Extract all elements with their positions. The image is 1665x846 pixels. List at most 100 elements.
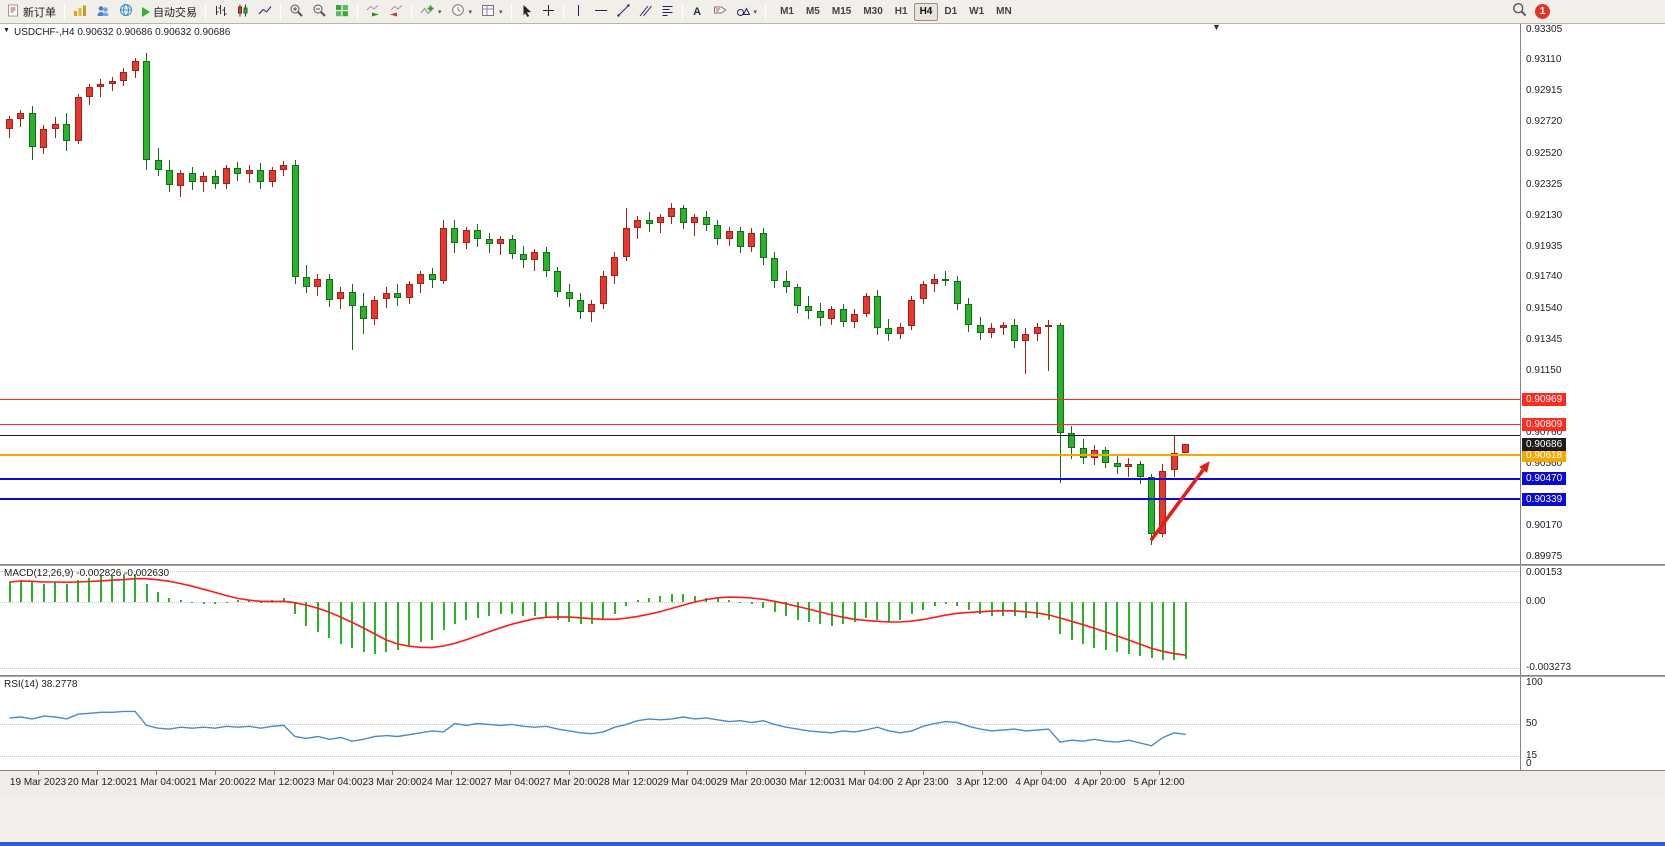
chart-shift-button[interactable]: [385, 2, 407, 22]
arrows-shapes-icon: [736, 4, 750, 20]
horizontal-line[interactable]: [0, 424, 1520, 426]
fibonacci-tool-button[interactable]: [657, 2, 678, 22]
candle: [1113, 462, 1121, 468]
market-watch-button[interactable]: [115, 2, 137, 22]
auto-trading-button[interactable]: 自动交易: [138, 2, 201, 22]
macd-histogram-bar: [294, 602, 296, 614]
candle: [28, 112, 36, 148]
cursor-tool-button[interactable]: [516, 2, 537, 22]
separator: [510, 3, 512, 20]
vertical-line-tool-button[interactable]: [568, 2, 589, 22]
candle: [794, 286, 801, 306]
timeframe-d1-button[interactable]: D1: [944, 6, 958, 17]
candle: [234, 168, 242, 175]
horizontal-line[interactable]: [0, 435, 1520, 437]
macd-histogram-bar: [1161, 602, 1164, 660]
macd-histogram-bar: [796, 602, 799, 620]
profiles-button[interactable]: [92, 2, 114, 22]
bar-chart-mode-button[interactable]: [210, 2, 231, 22]
timeframe-m5-button[interactable]: M5: [805, 6, 820, 17]
rsi-axis-label: 100: [1526, 677, 1543, 688]
candle-wick: [1025, 328, 1027, 374]
macd-histogram-bar: [1024, 602, 1027, 618]
template-icon: [481, 4, 495, 20]
macd-histogram-bar: [54, 582, 57, 602]
text-label-tool-button[interactable]: [709, 2, 731, 22]
time-label: 4 Apr 04:00: [1015, 777, 1067, 788]
notification-badge[interactable]: 1: [1535, 4, 1550, 19]
rsi-panel[interactable]: RSI(14) 38.2778: [0, 677, 1521, 770]
candle: [188, 172, 196, 183]
macd-histogram-bar: [602, 602, 605, 620]
timeframe-m30-button[interactable]: M30: [863, 6, 883, 17]
indicators-button[interactable]: ▾: [416, 2, 446, 22]
candle: [382, 293, 390, 300]
macd-axis[interactable]: 0.00153 0.00 -0.003273: [1521, 566, 1665, 675]
time-axis[interactable]: 19 Mar 2023 20 Mar 12:00 21 Mar 04:00 21 Ma…: [0, 770, 1665, 796]
candle-wick: [1128, 457, 1130, 477]
time-tick: [97, 771, 98, 775]
candle: [245, 169, 253, 175]
new-order-button[interactable]: 新订单: [3, 2, 60, 22]
one-click-trading-toggle-icon[interactable]: ▼: [3, 27, 10, 34]
horizontal-line[interactable]: [0, 454, 1520, 456]
candle: [154, 160, 162, 170]
annotation-arrow[interactable]: [0, 24, 1521, 564]
panel-splitter[interactable]: [0, 564, 1665, 566]
candle: [17, 112, 25, 119]
panel-splitter[interactable]: [0, 675, 1665, 677]
candle: [211, 176, 219, 184]
zoom-out-button[interactable]: [308, 2, 330, 22]
price-axis-label: 0.89975: [1526, 550, 1563, 562]
crosshair-tool-button[interactable]: [538, 2, 559, 22]
price-axis-label: 0.92720: [1526, 116, 1563, 128]
trendline-tool-button[interactable]: [613, 2, 634, 22]
time-tick: [156, 771, 157, 775]
periods-dropdown-caret: ▾: [468, 8, 473, 16]
horizontal-line[interactable]: [0, 399, 1520, 400]
tile-windows-button[interactable]: [331, 2, 353, 22]
candle: [519, 253, 527, 260]
timeframe-m15-button[interactable]: M15: [831, 6, 852, 17]
cursor-icon: [520, 4, 533, 20]
horizontal-line[interactable]: [0, 498, 1520, 501]
price-axis[interactable]: 0.93305 0.93110 0.92915 0.92720 0.92520 0.923…: [1521, 24, 1665, 564]
macd-histogram-bar: [568, 602, 571, 622]
time-tick: [392, 771, 393, 775]
timeframe-m1-button[interactable]: M1: [780, 6, 794, 17]
candle: [953, 281, 961, 305]
chart-shift-marker-icon[interactable]: ▼: [1212, 24, 1221, 32]
candle: [1125, 464, 1133, 468]
price-chart-plot[interactable]: ▼ USDCHF-,H4 0.90632 0.90686 0.90632 0.9…: [0, 24, 1521, 564]
candle: [531, 252, 539, 260]
horizontal-line-tool-button[interactable]: [590, 2, 612, 22]
separator: [64, 3, 65, 20]
text-tool-button[interactable]: A: [687, 2, 708, 22]
macd-histogram-bar: [362, 602, 365, 652]
search-icon[interactable]: [1512, 2, 1527, 22]
timeframe-mn-button[interactable]: MN: [996, 6, 1012, 17]
time-label: 4 Apr 20:00: [1074, 777, 1126, 788]
timeframe-h1-button[interactable]: H1: [894, 6, 908, 17]
price-axis-label: 0.92325: [1526, 178, 1563, 190]
timeframe-h4-button[interactable]: H4: [913, 2, 939, 21]
macd-panel[interactable]: MACD(12,26,9) -0.002826 -0.002630: [0, 566, 1521, 675]
horizontal-line[interactable]: [0, 477, 1520, 480]
zoom-in-button[interactable]: [285, 2, 307, 22]
timeframe-w1-button[interactable]: W1: [969, 6, 985, 17]
price-axis-label: 0.92130: [1526, 209, 1563, 221]
macd-histogram-bar: [590, 602, 593, 624]
line-chart-mode-button[interactable]: [254, 2, 276, 22]
periods-button[interactable]: ▾: [447, 2, 477, 22]
macd-histogram-bar: [259, 602, 262, 603]
channel-tool-button[interactable]: [635, 2, 656, 22]
candlestick-mode-button[interactable]: [232, 2, 253, 22]
arrows-tool-button[interactable]: ▾: [732, 2, 762, 22]
time-label: 23 Mar 20:00: [362, 777, 422, 788]
time-tick: [1159, 771, 1160, 775]
price-axis-label: 0.90760: [1526, 426, 1563, 438]
new-chart-button[interactable]: [69, 2, 91, 22]
rsi-axis[interactable]: 100 50 15 0: [1521, 677, 1665, 770]
auto-scroll-button[interactable]: [362, 2, 384, 22]
templates-button[interactable]: ▾: [477, 2, 507, 22]
